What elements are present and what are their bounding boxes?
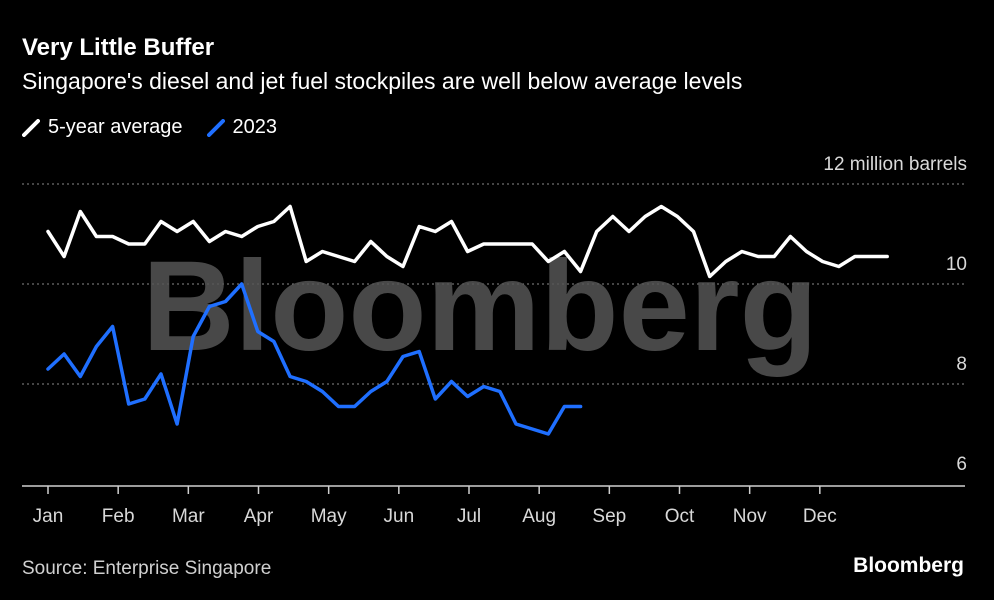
series-line-5yr-average [46, 204, 889, 279]
legend: 5-year average 2023 [22, 116, 301, 139]
y-tick-label-10: 10 [946, 254, 967, 275]
x-tick-label-Jan: Jan [33, 506, 64, 527]
y-axis-labels: 12 million barrels 10 8 6 [823, 154, 967, 475]
legend-swatch-5yr [22, 118, 40, 137]
x-tick-label-Mar: Mar [172, 506, 205, 527]
x-tick-label-Feb: Feb [102, 506, 135, 527]
x-tick-label-Apr: Apr [244, 506, 274, 527]
y-tick-label-6: 6 [956, 454, 967, 475]
bloomberg-logo: Bloomberg [853, 554, 964, 577]
source-note: Source: Enterprise Singapore [22, 558, 272, 579]
legend-label-5yr: 5-year average [48, 116, 183, 138]
y-unit-label: 12 million barrels [823, 154, 967, 175]
x-tick-label-Jul: Jul [457, 506, 481, 527]
series-line-2023 [46, 282, 583, 436]
x-axis: Jan Feb Mar Apr May Jun Jul Aug Sep Oct Nov Dec [33, 486, 837, 527]
x-tick-label-Nov: Nov [733, 506, 767, 527]
series-lines [46, 204, 889, 436]
y-tick-label-8: 8 [956, 354, 967, 375]
chart-title: Very Little Buffer [22, 34, 215, 61]
chart-subtitle: Singapore's diesel and jet fuel stockpil… [22, 68, 743, 94]
legend-swatch-2023 [206, 118, 225, 137]
x-tick-label-May: May [311, 506, 347, 527]
x-tick-label-Dec: Dec [803, 506, 837, 527]
bloomberg-watermark: Bloomberg [142, 235, 818, 378]
legend-item-5yr: 5-year average [22, 116, 183, 139]
legend-item-2023: 2023 [206, 116, 278, 139]
x-tick-label-Oct: Oct [665, 506, 695, 527]
x-tick-label-Jun: Jun [384, 506, 415, 527]
x-tick-label-Aug: Aug [522, 506, 556, 527]
gridlines [22, 183, 965, 487]
legend-label-2023: 2023 [232, 116, 278, 138]
x-tick-label-Sep: Sep [592, 506, 626, 527]
